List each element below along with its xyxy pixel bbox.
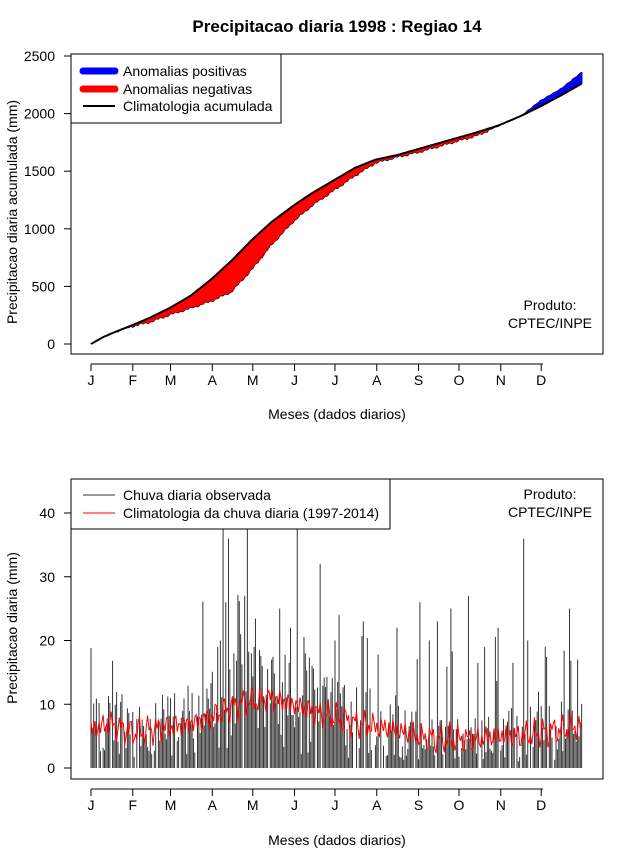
legend-label-negative: Anomalias negativas bbox=[123, 81, 252, 97]
cumulative-chart: 0 500 1000 1500 2000 2500 Precipitacao diaria… bbox=[4, 48, 604, 422]
legend-label-positive: Anomalias positivas bbox=[123, 63, 247, 79]
climatology-cumulative-line bbox=[90, 82, 583, 345]
x-tick-label: N bbox=[496, 797, 506, 813]
x-tick-label: F bbox=[129, 372, 138, 388]
y-tick-label-top: 500 bbox=[32, 278, 56, 294]
x-tick-label: N bbox=[496, 372, 506, 388]
daily-climatology-line bbox=[90, 686, 583, 754]
y-tick-label-top: 0 bbox=[47, 336, 55, 352]
legend-top: Anomalias positivas Anomalias negativas … bbox=[70, 53, 282, 124]
x-tick-label: O bbox=[454, 797, 465, 813]
y-axis-label-top: Precipitacao diaria acumulada (mm) bbox=[4, 100, 20, 324]
y-tick-label-bottom: 10 bbox=[39, 696, 55, 712]
y-tick-label-top: 1500 bbox=[24, 163, 55, 179]
x-tick-label: J bbox=[291, 372, 298, 388]
x-tick-label: A bbox=[208, 372, 218, 388]
x-tick-label: S bbox=[414, 797, 423, 813]
legend-label-clim-daily: Climatologia da chuva diaria (1997-2014) bbox=[123, 505, 379, 521]
x-tick-label: J bbox=[88, 372, 95, 388]
x-axis-bottom: J F M A M J J A S O N D Meses (dados diarios) bbox=[88, 788, 546, 848]
legend-bottom: Chuva diaria observada Climatologia da c… bbox=[70, 478, 391, 530]
x-tick-label: A bbox=[372, 372, 382, 388]
chart-title: Precipitacao diaria 1998 : Regiao 14 bbox=[192, 17, 482, 36]
x-tick-label: A bbox=[372, 797, 382, 813]
x-tick-label: M bbox=[247, 797, 259, 813]
product-label-top: Produto: bbox=[524, 297, 577, 313]
product-source-bottom: CPTEC/INPE bbox=[508, 504, 592, 520]
x-tick-label: J bbox=[291, 797, 298, 813]
y-axis-bottom: 0 10 20 30 40 Precipitacao diaria (mm) bbox=[4, 505, 72, 776]
observed-rain-bars bbox=[90, 479, 583, 768]
y-tick-label-top: 1000 bbox=[24, 221, 55, 237]
x-axis-label-top: Meses (dados diarios) bbox=[268, 406, 406, 422]
x-tick-label: D bbox=[536, 372, 546, 388]
y-tick-label-top: 2500 bbox=[24, 48, 55, 64]
legend-label-climatology: Climatologia acumulada bbox=[123, 98, 273, 114]
y-tick-label-bottom: 40 bbox=[39, 505, 55, 521]
x-axis-label-bottom: Meses (dados diarios) bbox=[268, 832, 406, 848]
x-axis-top: J F M A M J J A S O N D Meses (dados diarios) bbox=[88, 363, 546, 422]
x-tick-label: M bbox=[165, 797, 177, 813]
y-tick-label-bottom: 0 bbox=[47, 760, 55, 776]
product-source-top: CPTEC/INPE bbox=[508, 315, 592, 331]
x-tick-label: J bbox=[331, 797, 338, 813]
x-tick-label: D bbox=[536, 797, 546, 813]
y-tick-label-bottom: 30 bbox=[39, 569, 55, 585]
x-tick-label: M bbox=[165, 372, 177, 388]
product-label-bottom: Produto: bbox=[524, 486, 577, 502]
x-tick-label: J bbox=[331, 372, 338, 388]
x-tick-label: J bbox=[88, 797, 95, 813]
legend-label-observed: Chuva diaria observada bbox=[123, 487, 271, 503]
y-axis-label-bottom: Precipitacao diaria (mm) bbox=[4, 552, 20, 704]
x-tick-label: M bbox=[247, 372, 259, 388]
x-tick-label: S bbox=[414, 372, 423, 388]
x-tick-label: A bbox=[208, 797, 218, 813]
daily-chart: 0 10 20 30 40 Precipitacao diaria (mm) J F M A M… bbox=[4, 478, 604, 848]
y-tick-label-top: 2000 bbox=[24, 106, 55, 122]
x-tick-label: O bbox=[454, 372, 465, 388]
x-tick-label: F bbox=[129, 797, 138, 813]
y-axis-top: 0 500 1000 1500 2000 2500 Precipitacao diaria… bbox=[4, 48, 72, 352]
y-tick-label-bottom: 20 bbox=[39, 633, 55, 649]
